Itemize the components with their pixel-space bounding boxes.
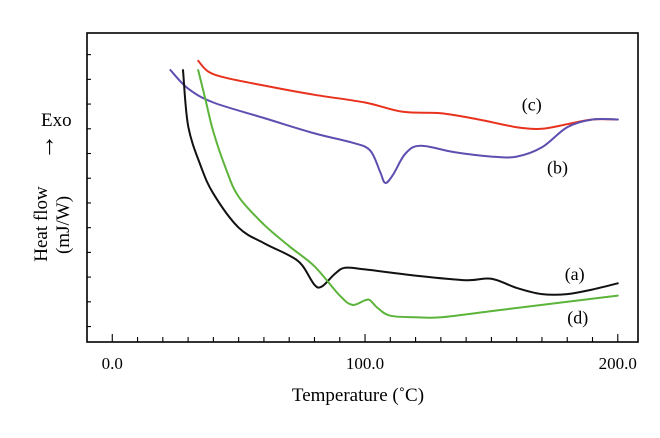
x-axis-label: Temperature (˚C) bbox=[292, 385, 424, 406]
curve-label-b: (b) bbox=[547, 158, 568, 179]
curve-a bbox=[182, 69, 619, 296]
curve-c bbox=[197, 59, 619, 130]
curves bbox=[169, 59, 619, 319]
curve-label-a: (a) bbox=[565, 264, 585, 285]
x-tick-label: 100.0 bbox=[346, 354, 384, 373]
curve-labels: (c) (b) (a) (d) bbox=[522, 94, 588, 328]
y-axis-exo-label: Exo bbox=[41, 110, 72, 131]
y-axis-exo-arrow: → bbox=[31, 134, 60, 160]
curve-label-c: (c) bbox=[522, 94, 542, 115]
plot-frame bbox=[86, 32, 639, 343]
x-tick-label: 0.0 bbox=[102, 354, 123, 373]
axis-ticks bbox=[87, 54, 619, 342]
curve-b bbox=[169, 69, 619, 184]
curve-label-d: (d) bbox=[567, 307, 588, 328]
curve-d bbox=[197, 69, 619, 319]
y-axis-label-line2: (mJ/W) bbox=[53, 196, 74, 254]
x-tick-labels: 0.0 100.0 200.0 bbox=[102, 354, 637, 373]
x-tick-label: 200.0 bbox=[599, 354, 637, 373]
y-axis-label-line1: Heat flow bbox=[31, 186, 52, 262]
